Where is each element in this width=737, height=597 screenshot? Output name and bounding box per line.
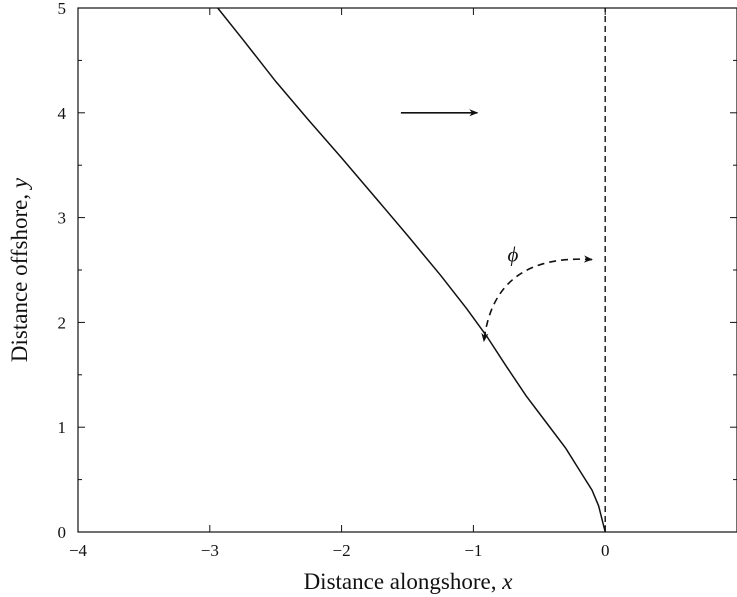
- y-tick-label: 3: [58, 209, 67, 228]
- y-tick-label: 1: [58, 418, 67, 437]
- y-axis-label: Distance offshore, y: [7, 177, 32, 362]
- angle-label: ϕ: [508, 243, 519, 267]
- plot-frame: [77, 7, 737, 533]
- x-axis-label: Distance alongshore, x: [304, 569, 514, 594]
- y-tick-label: 0: [58, 523, 67, 542]
- x-tick-label: −3: [201, 541, 219, 560]
- y-tick-label: 5: [58, 0, 67, 18]
- series-layer: [217, 7, 606, 533]
- x-tick-label: −1: [464, 541, 482, 560]
- annotation-layer: ϕ: [400, 109, 593, 343]
- y-tick-label: 2: [58, 313, 67, 332]
- x-tick-label: −4: [69, 541, 88, 560]
- y-tick-label: 4: [58, 104, 67, 123]
- x-tick-label: 0: [601, 541, 610, 560]
- axis-tick-labels: −4 −3 −2 −1 0 0 1 2 3 4 5: [58, 0, 610, 560]
- x-tick-label: −2: [333, 541, 351, 560]
- boundary-curve: [217, 7, 606, 533]
- angle-arrow: [481, 255, 593, 343]
- axis-ticks: [77, 7, 737, 533]
